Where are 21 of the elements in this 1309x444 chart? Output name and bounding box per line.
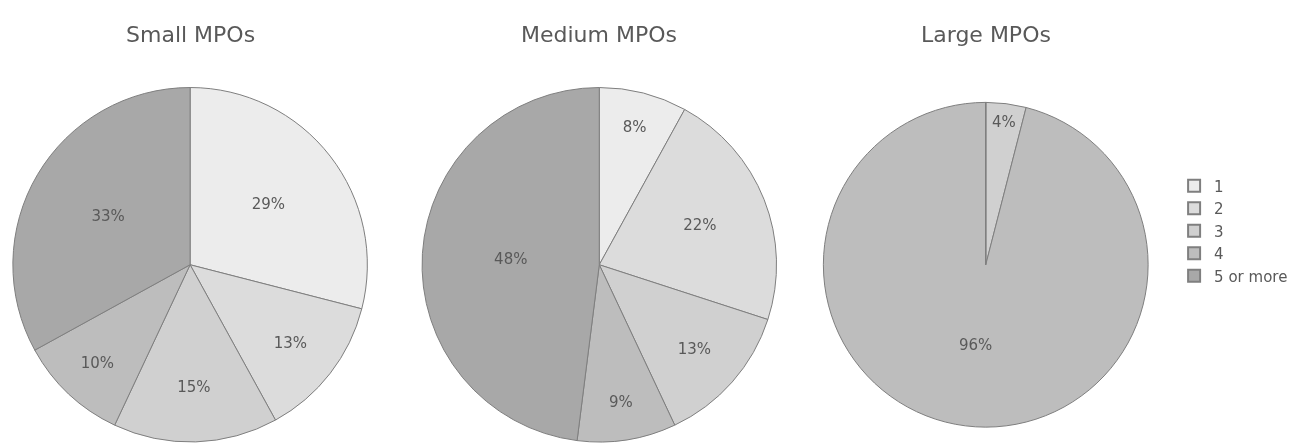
data-label: 15% (177, 377, 211, 396)
data-label: 48% (494, 250, 528, 269)
legend-label: 1 (1214, 177, 1224, 196)
data-label: 10% (80, 354, 115, 373)
legend-label: 2 (1214, 200, 1224, 219)
data-label: 9% (609, 392, 633, 411)
data-label: 13% (677, 339, 712, 358)
legend-label: 5 or more (1214, 267, 1288, 286)
legend-label: 3 (1214, 222, 1224, 241)
data-label: 8% (622, 118, 647, 137)
data-label: 33% (91, 207, 125, 226)
chart-title: Medium MPOs (521, 22, 677, 47)
chart-title: Large MPOs (921, 22, 1051, 47)
data-label: 22% (683, 215, 717, 234)
data-label: 4% (991, 112, 1016, 131)
data-label: 96% (958, 336, 993, 355)
legend-label: 4 (1214, 245, 1224, 264)
pie-slice (822, 101, 1149, 428)
chart-title: Small MPOs (126, 22, 256, 47)
data-label: 13% (273, 333, 308, 352)
data-label: 29% (251, 195, 286, 214)
